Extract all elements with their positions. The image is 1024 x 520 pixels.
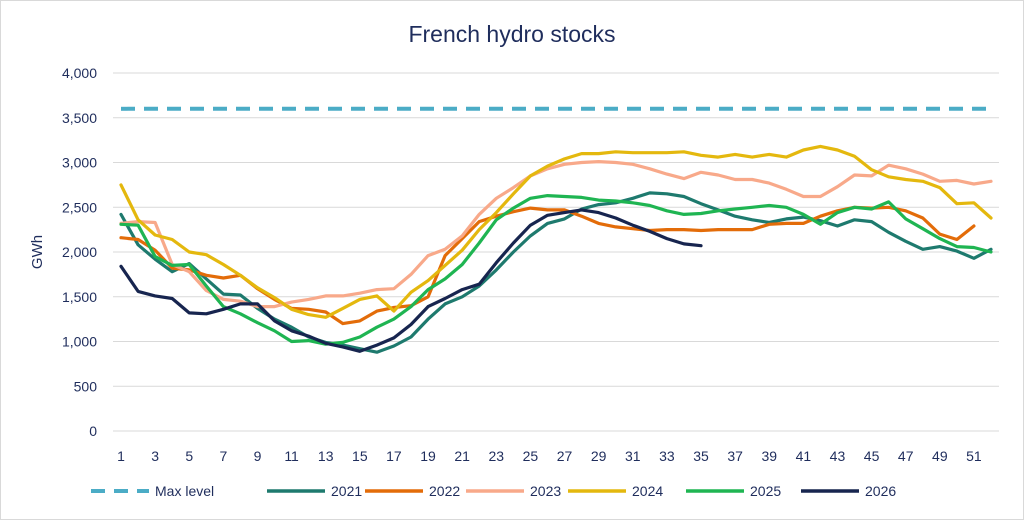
legend-label-max-level: Max level <box>155 483 214 499</box>
x-tick-label: 21 <box>454 448 470 464</box>
x-tick-labels: 1 3 5 7 9 11 13 15 17 19 21 23 25 27 29 31 33 35 37 39 41 43 4… <box>117 448 982 464</box>
x-tick-label: 1 <box>117 448 125 464</box>
x-tick-label: 43 <box>830 448 846 464</box>
x-tick-label: 19 <box>420 448 436 464</box>
x-tick-label: 39 <box>761 448 777 464</box>
x-tick-label: 25 <box>523 448 539 464</box>
series-line-2025 <box>119 194 993 346</box>
legend-label-2023: 2023 <box>530 483 561 499</box>
x-tick-label: 29 <box>591 448 607 464</box>
x-tick-label: 13 <box>318 448 334 464</box>
y-tick-label: 3,500 <box>62 110 97 126</box>
y-tick-label: 1,000 <box>62 334 97 350</box>
x-tick-label: 49 <box>932 448 948 464</box>
legend: Max level 2021 2022 2023 2024 2025 2026 <box>91 483 896 499</box>
x-tick-label: 51 <box>966 448 982 464</box>
chart-title: French hydro stocks <box>408 21 615 47</box>
x-tick-label: 27 <box>557 448 573 464</box>
y-axis-label: GWh <box>29 235 46 269</box>
y-tick-label: 0 <box>89 423 97 439</box>
series-line-2026 <box>119 208 703 353</box>
series-line-2023 <box>119 160 993 309</box>
y-tick-label: 4,000 <box>62 65 97 81</box>
x-tick-label: 5 <box>185 448 193 464</box>
y-tick-labels: 0 500 1,000 1,500 2,000 2,500 3,000 3,500 4,000 <box>62 65 97 439</box>
series-line-2021 <box>119 191 993 354</box>
x-tick-label: 3 <box>151 448 159 464</box>
series-lines <box>119 144 993 354</box>
legend-label-2021: 2021 <box>331 483 362 499</box>
y-tick-label: 500 <box>74 378 98 394</box>
y-tick-label: 3,000 <box>62 155 97 171</box>
x-tick-label: 47 <box>898 448 914 464</box>
series-line-2024 <box>119 144 993 319</box>
x-tick-label: 45 <box>864 448 880 464</box>
legend-label-2024: 2024 <box>632 483 663 499</box>
y-tick-label: 1,500 <box>62 289 97 305</box>
x-tick-label: 31 <box>625 448 641 464</box>
x-tick-label: 41 <box>796 448 812 464</box>
x-tick-label: 23 <box>489 448 505 464</box>
legend-label-2025: 2025 <box>750 483 781 499</box>
x-tick-label: 17 <box>386 448 402 464</box>
gridlines <box>113 72 999 432</box>
x-tick-label: 33 <box>659 448 675 464</box>
x-tick-label: 9 <box>254 448 262 464</box>
legend-label-2026: 2026 <box>865 483 896 499</box>
x-tick-label: 15 <box>352 448 368 464</box>
y-tick-label: 2,500 <box>62 199 97 215</box>
y-tick-label: 2,000 <box>62 244 97 260</box>
x-tick-label: 11 <box>284 448 299 464</box>
x-tick-label: 35 <box>693 448 709 464</box>
x-tick-label: 37 <box>727 448 743 464</box>
legend-label-2022: 2022 <box>429 483 460 499</box>
x-tick-label: 7 <box>219 448 227 464</box>
